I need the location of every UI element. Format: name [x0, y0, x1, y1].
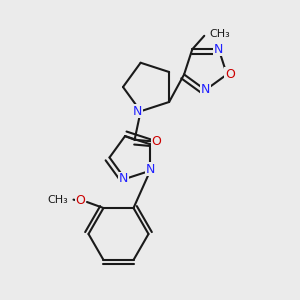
- Text: N: N: [146, 163, 155, 176]
- Text: N: N: [119, 172, 128, 185]
- Text: N: N: [201, 83, 210, 97]
- Text: N: N: [133, 105, 142, 118]
- Text: N: N: [214, 43, 224, 56]
- Text: O: O: [225, 68, 235, 81]
- Text: CH₃: CH₃: [210, 29, 230, 39]
- Text: O: O: [76, 194, 85, 207]
- Text: O: O: [152, 135, 161, 148]
- Text: CH₃: CH₃: [47, 195, 68, 205]
